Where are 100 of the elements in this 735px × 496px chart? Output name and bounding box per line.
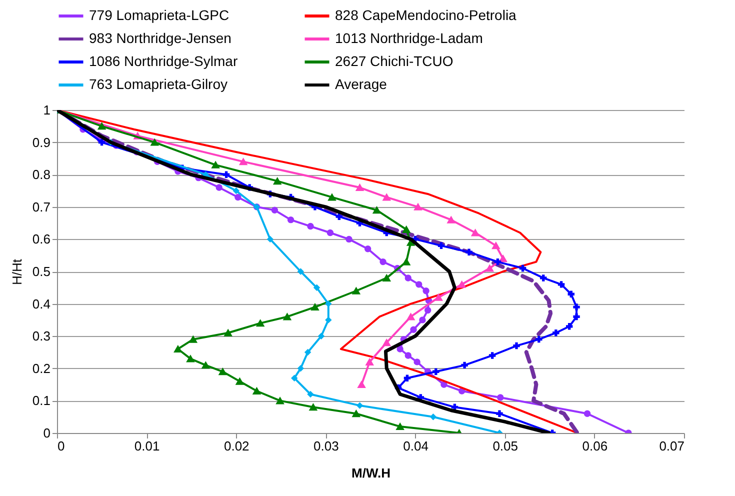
y-tick-label: 0 (43, 426, 50, 440)
point (584, 410, 591, 417)
point (252, 388, 261, 395)
point (358, 381, 366, 388)
point (519, 264, 526, 272)
point (186, 355, 194, 362)
point (419, 316, 426, 324)
point (234, 194, 242, 201)
point (414, 358, 420, 366)
point (98, 122, 106, 130)
point (434, 294, 443, 301)
y-tick-label: 1 (43, 102, 50, 118)
point (404, 274, 412, 282)
y-tick-label: 0.4 (32, 296, 50, 312)
legend-label: 763 Lomaprieta-Gilroy (89, 76, 228, 92)
x-tick-label: 0 (58, 438, 65, 454)
point (438, 242, 445, 250)
legend-label: 828 CapeMendocino-Petrolia (335, 7, 517, 23)
x-tick-label: 0.05 (492, 438, 518, 454)
point (558, 281, 565, 288)
point (402, 258, 410, 266)
x-tick-label: 0.07 (659, 438, 684, 454)
point (202, 362, 210, 369)
point (318, 332, 325, 340)
point (336, 213, 343, 220)
point (273, 178, 282, 185)
y-axis-title: H/Ht (9, 258, 24, 285)
point (325, 316, 332, 324)
point (382, 274, 391, 282)
point (307, 222, 314, 230)
point (536, 336, 542, 343)
point (458, 280, 466, 288)
y-tick-label: 0.7 (32, 199, 50, 214)
point (486, 264, 494, 272)
legend-label: Average (335, 76, 388, 92)
point (216, 184, 222, 191)
point (256, 320, 264, 327)
point (328, 194, 336, 201)
point (150, 138, 159, 146)
point (404, 352, 412, 359)
point (430, 413, 437, 420)
point (552, 330, 560, 336)
y-tick-label: 0.5 (32, 264, 50, 279)
point (396, 346, 404, 352)
point (224, 329, 232, 336)
point (304, 348, 312, 356)
y-tick-label: 0.8 (32, 167, 50, 182)
point (346, 236, 352, 243)
point (406, 313, 415, 320)
point (410, 326, 417, 333)
point (573, 304, 580, 310)
point (382, 194, 391, 201)
point (325, 300, 332, 308)
point (291, 374, 298, 382)
x-tick-label: 0.01 (134, 438, 160, 454)
point (382, 339, 391, 346)
point (568, 290, 574, 298)
point (356, 184, 364, 192)
point (396, 423, 404, 430)
legend-label: 1086 Northridge-Sylmar (89, 53, 238, 69)
point (364, 246, 372, 252)
y-tick-label: 0.6 (32, 232, 50, 247)
point (492, 242, 500, 250)
point (566, 323, 573, 330)
point (380, 258, 386, 266)
x-tick-label: 0.02 (224, 438, 250, 454)
point (218, 368, 227, 376)
point (497, 394, 504, 401)
legend-label: 1013 Northridge-Ladam (335, 30, 483, 46)
point (297, 268, 304, 275)
point (494, 258, 502, 266)
point (283, 313, 292, 320)
x-axis-title: M/W.H (352, 466, 390, 480)
point (488, 352, 496, 359)
point (352, 287, 360, 294)
point (471, 229, 480, 236)
point (404, 374, 411, 382)
point (189, 336, 198, 343)
y-tick-label: 0.3 (32, 328, 50, 344)
y-tick-label: 0.2 (32, 360, 50, 376)
legend-label: 983 Northridge-Jensen (89, 30, 232, 46)
point (372, 206, 381, 214)
point (232, 187, 240, 194)
point (461, 362, 468, 369)
point (499, 255, 508, 262)
point (212, 161, 220, 168)
point (356, 402, 364, 409)
point (239, 158, 248, 166)
point (422, 288, 430, 294)
point (513, 342, 520, 350)
point (271, 206, 278, 214)
point (287, 216, 294, 224)
x-tick-label: 0.04 (403, 438, 428, 454)
point (366, 358, 374, 366)
point (313, 284, 320, 292)
point (540, 274, 547, 282)
point (424, 306, 432, 314)
point (447, 216, 456, 224)
point (307, 390, 314, 398)
point (311, 304, 319, 311)
